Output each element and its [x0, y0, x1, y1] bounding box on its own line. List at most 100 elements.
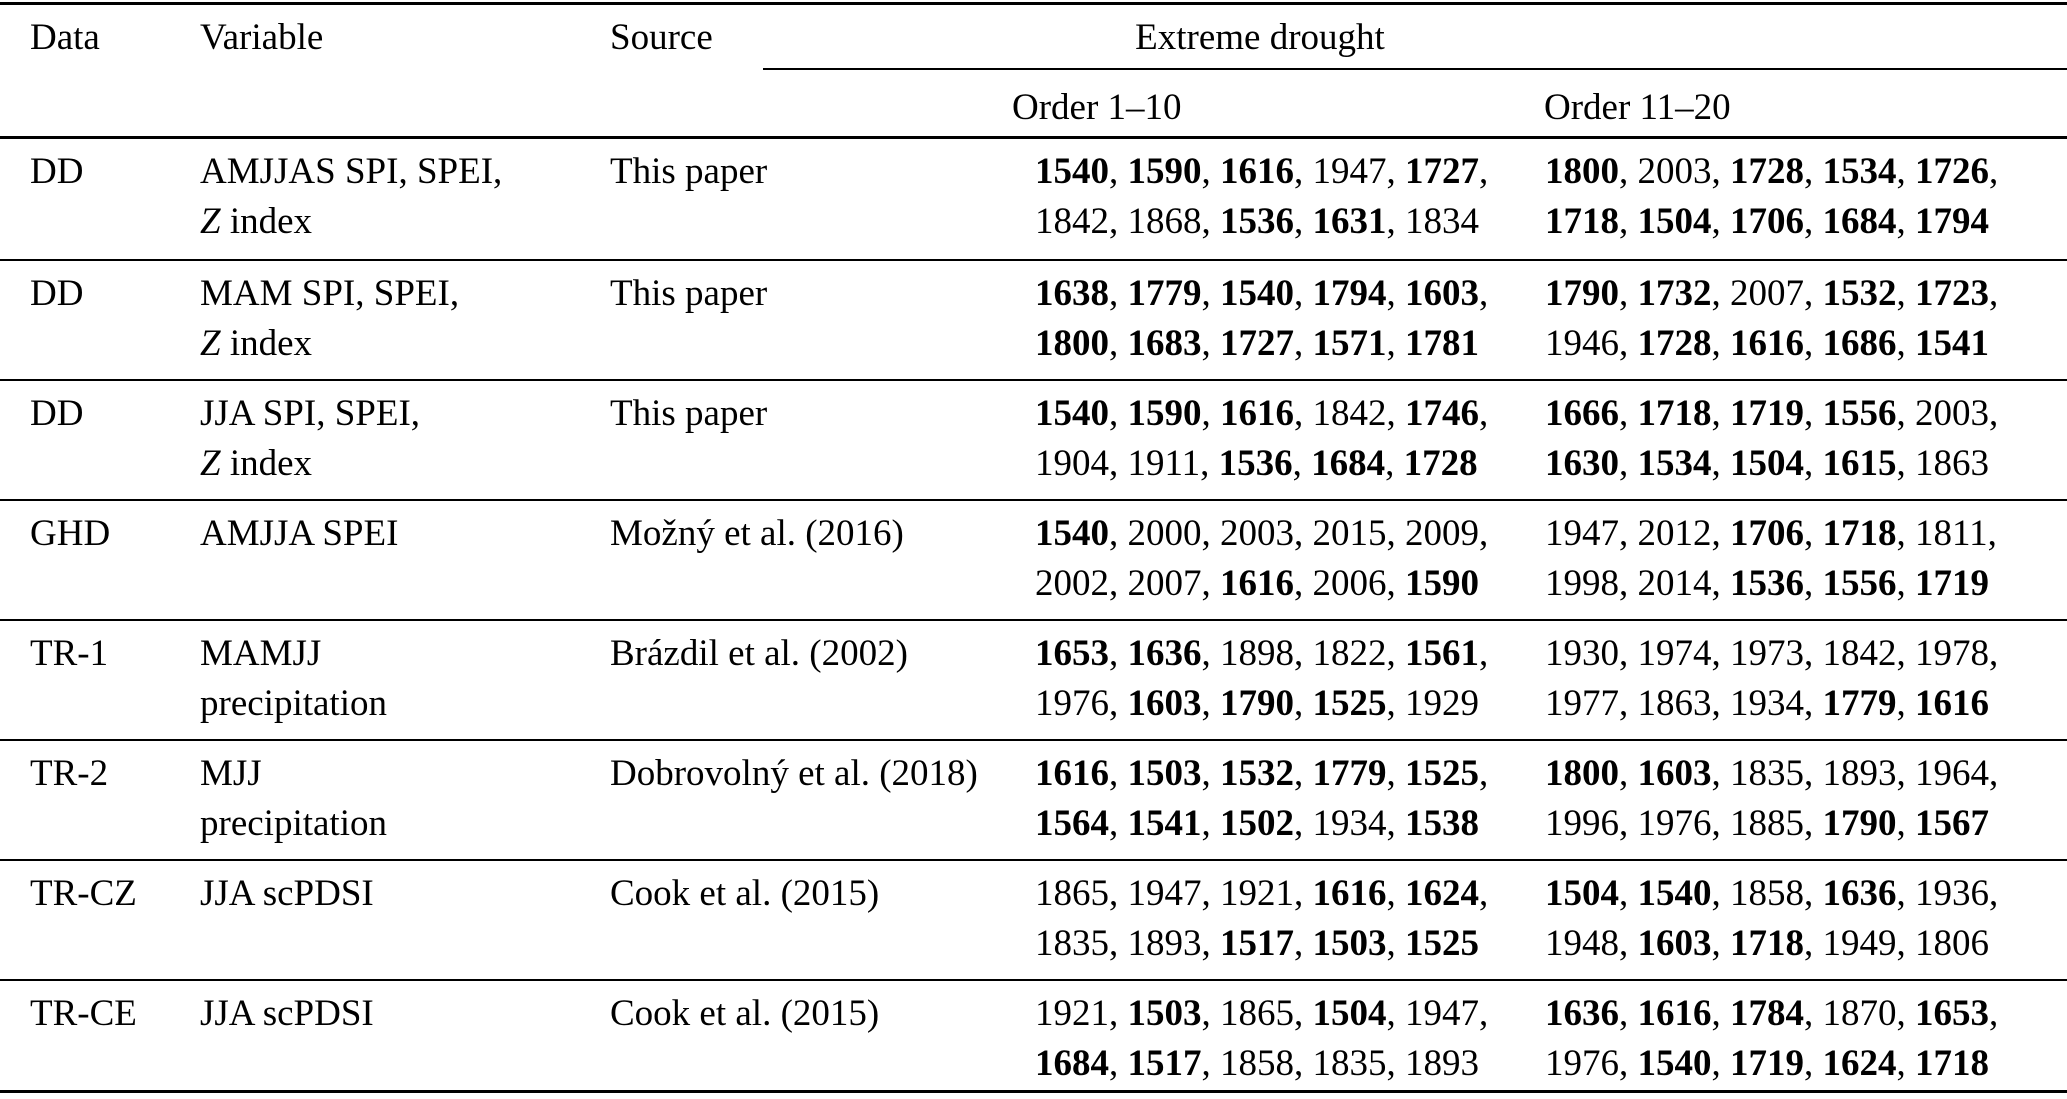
cell-data: TR-1: [30, 633, 109, 674]
year-value: 1726: [1915, 151, 1989, 192]
year-value: 1728: [1730, 151, 1804, 192]
year-value: 1718: [1822, 513, 1897, 554]
year-value: 1996: [1545, 803, 1619, 844]
year-value: 1624: [1822, 1043, 1897, 1084]
year-value: 1603: [1405, 273, 1479, 314]
year-value: 1746: [1405, 393, 1479, 434]
year-value: 1616: [1035, 753, 1109, 794]
year-value: 1934: [1730, 683, 1804, 724]
year-value: 2012: [1637, 513, 1712, 554]
year-value: 1964: [1915, 753, 1989, 794]
year-value: 1800: [1545, 151, 1619, 192]
column-header-source: Source: [610, 17, 713, 58]
cell-order-11-20: 1930, 1974, 1973, 1842, 1978, 1977, 1863…: [1545, 633, 1999, 724]
year-value: 2003: [1220, 513, 1294, 554]
year-value: 1561: [1405, 633, 1479, 674]
cell-source: Cook et al. (2015): [610, 873, 880, 914]
year-value: 1564: [1035, 803, 1109, 844]
year-value: 1835: [1730, 753, 1804, 794]
table-row: DD AMJJAS SPI, SPEI, Z index This paper 1…: [0, 139, 2067, 259]
year-value: 2014: [1637, 563, 1712, 604]
table-row: TR-1 MAMJJ precipitation Brázdil et al. (…: [0, 619, 2067, 739]
year-value: 1893: [1822, 753, 1897, 794]
year-value: 2009: [1405, 513, 1479, 554]
year-value: 1502: [1220, 803, 1294, 844]
year-value: 1978: [1915, 633, 1989, 674]
year-value: 1921: [1220, 873, 1294, 914]
cell-order-1-10: 1540, 2000, 2003, 2015, 2009, 2002, 2007…: [1035, 513, 1489, 604]
year-value: 1885: [1730, 803, 1804, 844]
year-value: 1790: [1545, 273, 1619, 314]
year-value: 1977: [1545, 683, 1619, 724]
cell-order-1-10: 1638, 1779, 1540, 1794, 1603, 1800, 1683…: [1035, 273, 1489, 364]
cell-variable: MAMJJ precipitation: [200, 633, 387, 724]
year-value: 1930: [1545, 633, 1619, 674]
year-value: 1616: [1220, 563, 1294, 604]
cell-data: TR-CZ: [30, 873, 137, 914]
year-value: 1779: [1312, 753, 1387, 794]
year-value: 1615: [1822, 443, 1897, 484]
cell-variable: AMJJA SPEI: [200, 513, 399, 554]
year-value: 1541: [1127, 803, 1202, 844]
year-value: 1865: [1220, 993, 1294, 1034]
year-value: 1947: [1127, 873, 1202, 914]
year-value: 1718: [1637, 393, 1712, 434]
year-value: 1616: [1637, 993, 1712, 1034]
cell-data: DD: [30, 151, 84, 192]
year-value: 1779: [1127, 273, 1202, 314]
year-value: 1728: [1637, 323, 1712, 364]
year-value: 1525: [1312, 683, 1387, 724]
year-value: 1732: [1637, 273, 1712, 314]
year-value: 1540: [1220, 273, 1294, 314]
cell-source: Dobrovolný et al. (2018): [610, 753, 978, 794]
cell-source: This paper: [610, 273, 768, 314]
year-value: 1503: [1127, 753, 1202, 794]
year-value: 1540: [1637, 873, 1712, 914]
cell-order-1-10: 1653, 1636, 1898, 1822, 1561, 1976, 1603…: [1035, 633, 1489, 724]
year-value: 1616: [1915, 683, 1989, 724]
year-value: 1534: [1637, 443, 1712, 484]
year-value: 1976: [1545, 1043, 1619, 1084]
year-value: 1540: [1637, 1043, 1712, 1084]
year-value: 1811: [1915, 513, 1988, 554]
cell-order-11-20: 1504, 1540, 1858, 1636, 1936, 1948, 1603…: [1545, 873, 1999, 964]
year-value: 1921: [1035, 993, 1109, 1034]
year-value: 1822: [1312, 633, 1387, 674]
year-value: 1590: [1127, 393, 1202, 434]
year-value: 2015: [1312, 513, 1387, 554]
year-value: 1536: [1218, 443, 1293, 484]
year-value: 1684: [1822, 201, 1897, 242]
cell-order-11-20: 1666, 1718, 1719, 1556, 2003, 1630, 1534…: [1545, 393, 1999, 484]
year-value: 1556: [1822, 563, 1897, 604]
table-row: TR-CE JJA scPDSI Cook et al. (2015) 1921…: [0, 979, 2067, 1099]
year-value: 1503: [1127, 993, 1202, 1034]
cell-variable: JJA scPDSI: [200, 873, 374, 914]
cell-source: This paper: [610, 393, 768, 434]
cell-order-11-20: 1790, 1732, 2007, 1532, 1723, 1946, 1728…: [1545, 273, 1999, 364]
cell-variable: AMJJAS SPI, SPEI, Z index: [200, 151, 503, 242]
year-value: 1525: [1405, 923, 1479, 964]
year-value: 1863: [1637, 683, 1712, 724]
table-header: Data Variable Source Extreme drought Ord…: [0, 0, 2067, 139]
year-value: 1842: [1312, 393, 1387, 434]
year-value: 1706: [1730, 513, 1804, 554]
year-value: 2003: [1915, 393, 1989, 434]
year-value: 1998: [1545, 563, 1619, 604]
table-row: TR-CZ JJA scPDSI Cook et al. (2015) 1865…: [0, 859, 2067, 979]
year-value: 1779: [1822, 683, 1897, 724]
year-value: 1631: [1312, 201, 1387, 242]
year-value: 1517: [1220, 923, 1294, 964]
year-value: 1536: [1220, 201, 1294, 242]
year-value: 1723: [1915, 273, 1989, 314]
year-value: 1638: [1035, 273, 1109, 314]
year-value: 1504: [1545, 873, 1619, 914]
column-header-order-1-10: Order 1–10: [1012, 87, 1182, 128]
group-header-extreme-drought: Extreme drought: [1135, 17, 1385, 58]
cell-variable: JJA SPI, SPEI, Z index: [200, 393, 421, 484]
year-value: 1973: [1730, 633, 1804, 674]
year-value: 2003: [1637, 151, 1712, 192]
cell-variable: MAM SPI, SPEI, Z index: [200, 273, 460, 364]
year-value: 1718: [1545, 201, 1619, 242]
year-value: 1858: [1730, 873, 1804, 914]
